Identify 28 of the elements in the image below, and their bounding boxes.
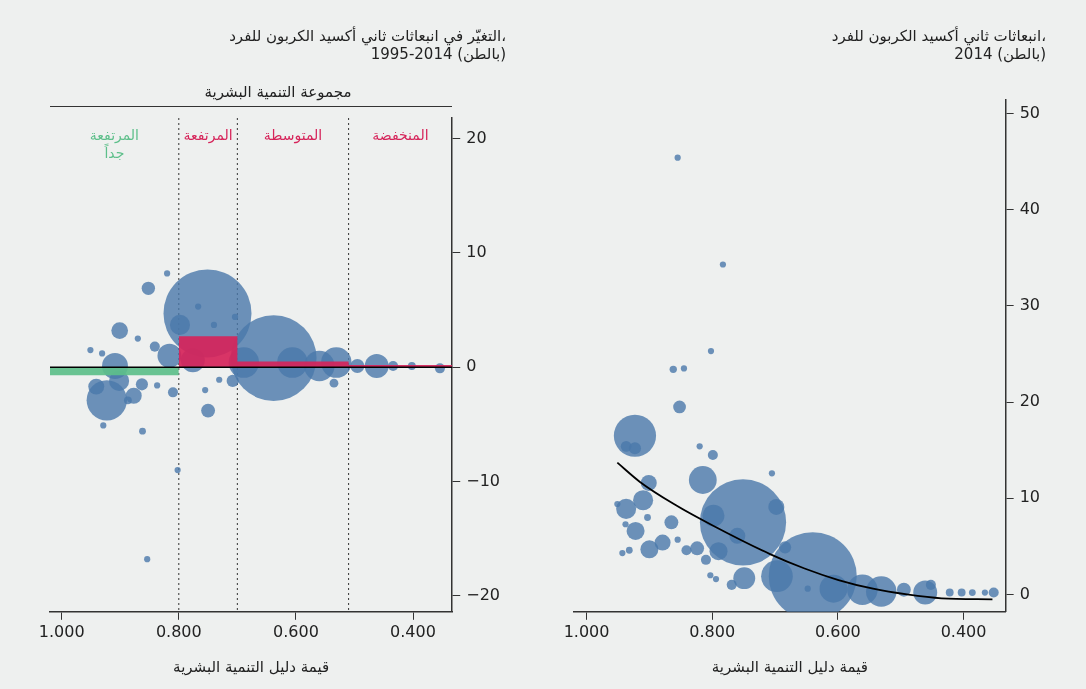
- x-axis-title: قيمة دليل التنمية البشرية: [173, 657, 330, 676]
- chart-subtitle: مجموعة التنمية البشرية: [204, 82, 352, 101]
- y-tick-label: −20: [466, 584, 500, 604]
- chart-title: التغيّر في انبعاثات ثاني أكسيد الكربون للفرد، 1995-2014 (بالطن): [229, 25, 506, 63]
- chart-title: انبعاثات ثاني أكسيد الكربون للفرد، 2014 (بالطن): [831, 25, 1046, 63]
- y-tick-label: 10: [466, 242, 487, 262]
- x-tick-label: 0.400: [390, 621, 436, 641]
- annotation: المتوسطة: [263, 126, 323, 144]
- x-tick-label: 1.000: [38, 621, 85, 641]
- annotation: المرتفعة: [183, 126, 233, 144]
- x-tick-label: 0.800: [689, 621, 736, 641]
- y-tick-label: 50: [1019, 102, 1040, 122]
- y-tick-label: 0: [1019, 583, 1030, 603]
- x-tick-label: 0.400: [940, 621, 987, 641]
- y-tick-label: 0: [466, 356, 477, 376]
- y-tick-label: 20: [466, 127, 487, 147]
- annotation: المرتفعة جداً: [89, 126, 140, 161]
- x-tick-label: 0.600: [814, 621, 861, 641]
- y-tick-label: 10: [1019, 487, 1040, 507]
- x-tick-label: 0.600: [273, 621, 319, 641]
- y-tick-label: 20: [1019, 391, 1040, 411]
- x-axis-title: قيمة دليل التنمية البشرية: [711, 657, 868, 676]
- annotation: المنخفضة: [372, 126, 429, 143]
- y-tick-label: −10: [466, 470, 500, 490]
- y-tick-label: 40: [1019, 198, 1040, 218]
- x-tick-label: 1.000: [563, 621, 610, 641]
- x-tick-label: 0.800: [155, 621, 202, 641]
- y-tick-label: 30: [1019, 295, 1040, 315]
